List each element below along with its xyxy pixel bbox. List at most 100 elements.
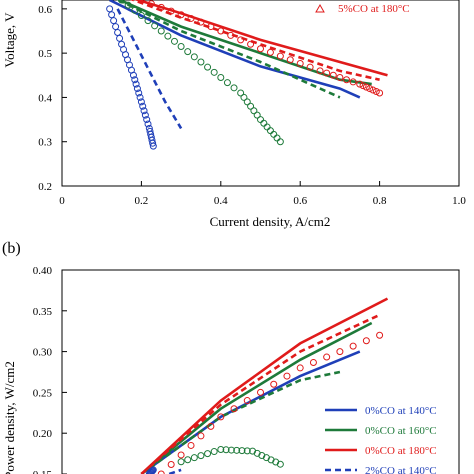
panel-b-marker-5-co-at-180-c xyxy=(187,441,195,449)
panel-a-line-0-co-at-160-c xyxy=(116,0,372,86)
panel-b-marker-5-co-at-160-c xyxy=(238,447,246,455)
panel-b-ylabel: Power density, W/cm2 xyxy=(2,361,17,474)
panel-a-marker-5-co-at-180-c xyxy=(187,14,195,22)
panel-b-marker-5-co-at-180-c xyxy=(257,388,264,396)
panel-a-marker-5-co-at-160-c xyxy=(124,1,132,9)
panel-a-marker-5-co-at-160-c xyxy=(204,63,212,71)
panel-b-marker-5-co-at-160-c xyxy=(217,446,225,454)
panel-a-marker-5-co-at-140-c xyxy=(112,23,120,31)
panel-a-marker-5-co-at-180-c xyxy=(306,63,314,71)
panel-a-marker-5-co-at-140-c xyxy=(149,139,157,147)
panel-a-marker-5-co-at-160-c xyxy=(266,127,274,135)
panel-a-marker-5-co-at-160-c xyxy=(253,111,261,119)
panel-a-marker-5-co-at-160-c xyxy=(243,98,251,106)
panel-a-xtick-label: 0.6 xyxy=(293,195,307,207)
panel-a-marker-5-co-at-180-c xyxy=(137,0,145,4)
panel-b-marker-5-co-at-180-c xyxy=(177,451,185,459)
panel-a-marker-5-co-at-140-c xyxy=(114,28,122,36)
panel-a-marker-5-co-at-180-c xyxy=(157,3,165,11)
panel-b-line-0-co-at-140-c xyxy=(140,350,361,474)
panel-a-marker-5-co-at-160-c xyxy=(247,102,255,110)
panel-a-marker-5-co-at-160-c xyxy=(184,48,192,56)
panel-b-marker-5-co-at-180-c xyxy=(270,380,278,388)
panel-a-marker-5-co-at-180-c xyxy=(343,76,351,84)
panel-a-ytick-label: 0.3 xyxy=(38,137,52,149)
panel-a-marker-5-co-at-160-c xyxy=(240,93,248,101)
panel-b-marker-5-co-at-140-c xyxy=(149,466,157,474)
panel-a-ytick-label: 0.2 xyxy=(38,181,52,193)
panel-a-marker-5-co-at-180-c xyxy=(266,48,274,56)
panel-b-marker-5-co-at-160-c xyxy=(177,458,185,466)
panel-a-marker-5-co-at-160-c xyxy=(270,130,278,138)
panel-a-marker-5-co-at-160-c xyxy=(197,58,205,66)
panel-a-marker-5-co-at-140-c xyxy=(136,93,144,101)
panel-b-marker-5-co-at-160-c xyxy=(222,446,230,454)
panel-b-marker-5-co-at-140-c xyxy=(147,468,155,474)
panel-a-marker-5-co-at-140-c xyxy=(144,120,152,128)
panel-b-marker-5-co-at-140-c xyxy=(148,467,156,474)
panel-b-marker-5-co-at-180-c xyxy=(230,405,238,413)
panel-a-marker-5-co-at-180-c xyxy=(356,80,364,88)
panel-a-line-0-co-at-180-c xyxy=(133,0,388,77)
panel-a-marker-5-co-at-140-c xyxy=(110,17,118,25)
panel-a-marker-5-co-at-160-c xyxy=(144,17,152,25)
panel-a-xlabel: Current density, A/cm2 xyxy=(210,214,331,229)
panel-a-marker-5-co-at-180-c xyxy=(369,86,377,94)
panel-a-marker-5-co-at-140-c xyxy=(139,102,147,110)
panel-a-marker-5-co-at-140-c xyxy=(116,34,124,42)
panel-b-marker-5-co-at-180-c xyxy=(167,460,175,468)
panel-b-frame xyxy=(61,269,460,474)
panel-a-marker-5-co-at-160-c xyxy=(273,134,281,142)
panel-b-marker-5-co-at-160-c xyxy=(204,450,212,458)
panel-a-marker-5-co-at-180-c xyxy=(227,31,235,39)
panel-a-marker-5-co-at-160-c xyxy=(257,116,264,124)
panel-a-plot: 0 0.2 0.4 0.6 0.8 1.0 0.2 0.3 0.4 0.5 0.6 Voltage,… xyxy=(2,0,466,229)
panel-b-legend-label: 0%CO at 140°C xyxy=(365,405,437,417)
panel-a-marker-5-co-at-160-c xyxy=(190,53,198,61)
panel-a-marker-5-co-at-180-c xyxy=(286,56,294,64)
panel-b-marker-5-co-at-180-c xyxy=(309,358,317,366)
panel-b-marker-5-co-at-180-c xyxy=(336,348,344,356)
panel-a-marker-5-co-at-180-c xyxy=(237,36,245,44)
panel-b-marker-5-co-at-180-c xyxy=(243,397,251,405)
panel-b-line-2-co-at-140-c xyxy=(168,468,182,474)
panel-b-marker-5-co-at-180-c xyxy=(376,331,384,339)
panel-b-marker-5-co-at-180-c xyxy=(207,422,215,430)
panel-a-marker-5-co-at-180-c xyxy=(247,40,255,48)
panel-a-marker-5-co-at-180-c xyxy=(329,71,337,79)
panel-a-ylabel: Voltage, V xyxy=(2,12,17,68)
panel-a-marker-5-co-at-160-c xyxy=(118,0,126,4)
panel-a-marker-5-co-at-160-c xyxy=(230,84,238,92)
panel-a-marker-5-co-at-160-c xyxy=(157,27,165,35)
panel-a-marker-5-co-at-160-c xyxy=(276,138,284,146)
panel-b-legend-label: 0%CO at 160°C xyxy=(365,425,437,437)
panel-a-marker-5-co-at-140-c xyxy=(135,89,143,97)
panel-a-marker-5-co-at-140-c xyxy=(133,85,141,93)
panel-a-marker-5-co-at-160-c xyxy=(164,32,172,40)
panel-a-ytick-label: 0.4 xyxy=(38,92,52,104)
panel-a-marker-5-co-at-180-c xyxy=(296,59,304,67)
panel-a-legend-marker xyxy=(315,3,325,13)
panel-a-marker-5-co-at-180-c xyxy=(376,89,384,97)
panel-b-plot: 0.15 0.20 0.25 0.30 0.35 0.40 Power density, … xyxy=(2,265,460,474)
panel-b-marker-5-co-at-180-c xyxy=(349,342,357,350)
panel-a-line-2-co-at-160-c xyxy=(115,0,341,99)
panel-b-marker-5-co-at-160-c xyxy=(190,454,198,462)
panel-a-xtick-label: 0.2 xyxy=(135,195,149,207)
panel-a-marker-5-co-at-180-c xyxy=(257,45,264,53)
panel-b-label: (b) xyxy=(2,240,21,257)
panel-a-marker-5-co-at-160-c xyxy=(260,119,268,127)
panel-a-xtick-label: 1.0 xyxy=(452,195,466,207)
panel-b-marker-5-co-at-160-c xyxy=(243,447,251,455)
panel-b-marker-5-co-at-180-c xyxy=(197,432,205,440)
panel-b-marker-5-co-at-180-c xyxy=(217,413,225,421)
panel-a-marker-5-co-at-180-c xyxy=(323,69,331,77)
panel-b-ytick-label: 0.40 xyxy=(33,265,53,277)
panel-b-ytick-label: 0.35 xyxy=(33,306,53,318)
panel-b-ytick-label: 0.15 xyxy=(33,469,53,474)
panel-a-xtick-label: 0.8 xyxy=(373,195,387,207)
panel-b-marker-5-co-at-160-c xyxy=(210,448,218,456)
panel-a-marker-5-co-at-160-c xyxy=(210,68,218,76)
panel-b-marker-5-co-at-180-c xyxy=(323,353,331,361)
